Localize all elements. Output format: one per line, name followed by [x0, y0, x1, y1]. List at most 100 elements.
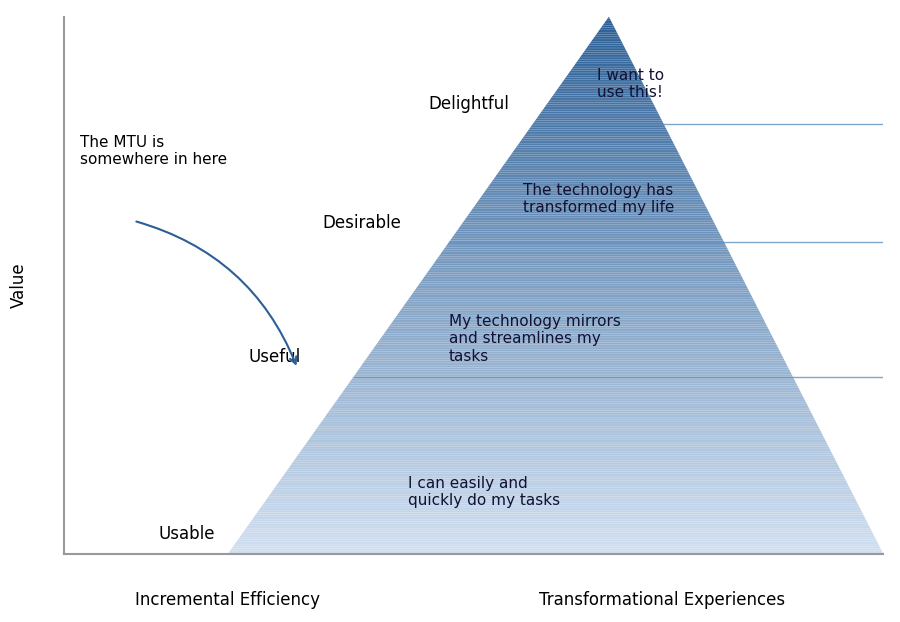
Polygon shape [351, 378, 795, 380]
Polygon shape [428, 271, 740, 272]
Polygon shape [392, 321, 765, 323]
Polygon shape [456, 230, 719, 231]
Polygon shape [515, 147, 677, 149]
Polygon shape [258, 509, 861, 511]
Polygon shape [582, 52, 628, 54]
Polygon shape [497, 172, 689, 174]
Polygon shape [281, 477, 845, 478]
Polygon shape [546, 103, 653, 104]
Polygon shape [238, 537, 876, 539]
Polygon shape [604, 22, 613, 24]
Polygon shape [236, 541, 878, 543]
Polygon shape [245, 529, 871, 531]
Polygon shape [601, 26, 615, 27]
Polygon shape [237, 539, 877, 541]
Polygon shape [487, 187, 697, 188]
Polygon shape [286, 470, 842, 471]
Text: The MTU is
somewhere in here: The MTU is somewhere in here [80, 135, 228, 167]
Polygon shape [577, 60, 632, 62]
Polygon shape [608, 17, 610, 19]
Polygon shape [366, 357, 784, 359]
Text: Usable: Usable [158, 525, 215, 543]
Polygon shape [579, 58, 631, 60]
Polygon shape [259, 508, 860, 509]
Polygon shape [249, 522, 868, 523]
Polygon shape [376, 343, 777, 345]
Polygon shape [511, 153, 680, 154]
Polygon shape [573, 65, 634, 67]
Polygon shape [518, 142, 674, 144]
Polygon shape [231, 547, 880, 549]
Polygon shape [302, 448, 831, 450]
Polygon shape [466, 215, 711, 217]
Polygon shape [588, 45, 625, 47]
Polygon shape [352, 376, 794, 378]
Polygon shape [545, 104, 654, 106]
Polygon shape [539, 113, 659, 115]
Polygon shape [320, 421, 816, 423]
Polygon shape [273, 490, 851, 491]
Polygon shape [430, 267, 738, 269]
Polygon shape [554, 92, 648, 94]
Polygon shape [561, 83, 644, 85]
Polygon shape [332, 405, 808, 407]
Polygon shape [323, 418, 814, 419]
Polygon shape [422, 278, 743, 280]
Polygon shape [570, 70, 637, 72]
Polygon shape [276, 484, 849, 486]
Polygon shape [477, 201, 704, 203]
Polygon shape [302, 447, 830, 448]
Polygon shape [543, 108, 656, 109]
Polygon shape [536, 117, 661, 119]
Polygon shape [455, 231, 720, 233]
Polygon shape [491, 182, 694, 183]
Polygon shape [406, 301, 755, 303]
Polygon shape [458, 228, 717, 230]
Polygon shape [436, 258, 734, 260]
Polygon shape [598, 31, 617, 33]
Polygon shape [533, 123, 664, 124]
Polygon shape [552, 95, 650, 97]
Polygon shape [324, 416, 814, 418]
Polygon shape [468, 213, 710, 215]
Polygon shape [402, 307, 758, 309]
Text: I want to
use this!: I want to use this! [597, 68, 663, 100]
Text: Incremental Efficiency: Incremental Efficiency [135, 592, 320, 610]
Polygon shape [348, 382, 796, 384]
Text: Value: Value [10, 262, 28, 308]
Polygon shape [344, 389, 800, 391]
Polygon shape [524, 135, 670, 137]
Polygon shape [523, 137, 671, 139]
Polygon shape [289, 466, 840, 468]
Polygon shape [529, 128, 667, 129]
Polygon shape [417, 285, 747, 287]
Polygon shape [356, 371, 791, 373]
Polygon shape [296, 455, 834, 457]
Polygon shape [502, 165, 686, 167]
Polygon shape [557, 88, 646, 90]
Polygon shape [378, 341, 776, 343]
Polygon shape [501, 167, 687, 169]
Polygon shape [313, 432, 822, 434]
Polygon shape [311, 434, 823, 435]
Polygon shape [514, 149, 678, 151]
Text: Transformational Experiences: Transformational Experiences [539, 592, 785, 610]
Polygon shape [314, 430, 821, 432]
Polygon shape [257, 511, 862, 513]
Polygon shape [426, 272, 741, 274]
Polygon shape [518, 144, 675, 146]
Polygon shape [482, 194, 700, 196]
Polygon shape [347, 384, 797, 386]
Polygon shape [499, 170, 688, 172]
Polygon shape [410, 294, 752, 296]
Polygon shape [530, 126, 666, 128]
Polygon shape [301, 450, 832, 452]
Polygon shape [571, 68, 636, 70]
Polygon shape [318, 425, 818, 427]
Polygon shape [264, 502, 858, 504]
Polygon shape [551, 97, 651, 99]
Polygon shape [357, 369, 790, 371]
Polygon shape [338, 396, 804, 398]
Polygon shape [387, 328, 769, 330]
Polygon shape [284, 473, 843, 475]
